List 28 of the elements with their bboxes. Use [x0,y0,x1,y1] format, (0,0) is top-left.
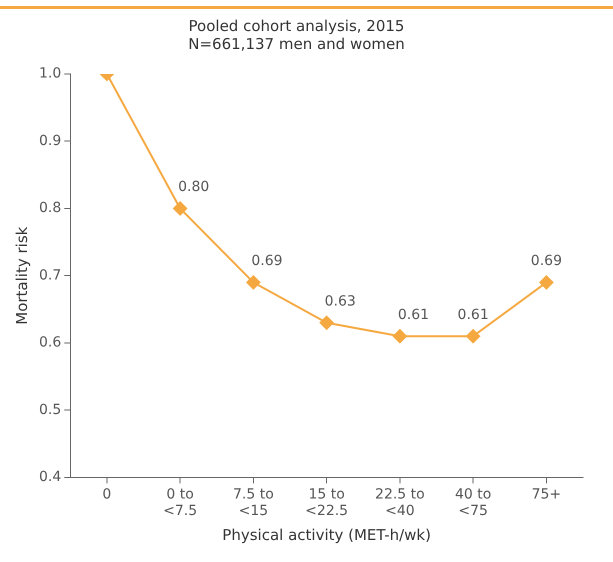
x-axis-title: Physical activity (MET-h/wk) [222,526,431,544]
x-tick-label: 0 to <7.5 [163,486,198,520]
x-tick-label: 0 [102,486,112,502]
chart-title: Pooled cohort analysis, 2015 N=661,137 men and women [188,16,405,53]
x-tick-label: 40 to <75 [454,486,492,520]
point [466,329,480,344]
point [392,329,407,344]
y-tick-label: 0.6 [39,334,62,351]
x-tick-label: 22.5 to <40 [375,486,425,520]
data-label: 0.63 [324,293,356,310]
data-label: 0.61 [458,306,489,323]
y-axis-title: Mortality risk [12,226,31,325]
y-tick-label: 0.9 [39,132,62,149]
point [539,275,554,290]
data-label: 0.69 [530,253,562,270]
y-tick-label: 0.7 [39,267,62,284]
data-label: 0.80 [178,179,210,196]
point [246,275,260,290]
data-label: 0.61 [398,306,430,323]
x-tick-label: 15 to <22.5 [305,486,348,520]
y-tick-label: 0.5 [39,402,62,418]
x-tick-label: 75+ [532,486,562,502]
y-tick-label: 0.8 [39,200,62,216]
data-label: 0.69 [251,253,283,270]
y-tick-label: 0.4 [39,469,62,486]
point [320,316,334,330]
y-tick-label: 1.0 [39,66,62,82]
x-tick-label: 7.5 to <15 [232,486,274,520]
